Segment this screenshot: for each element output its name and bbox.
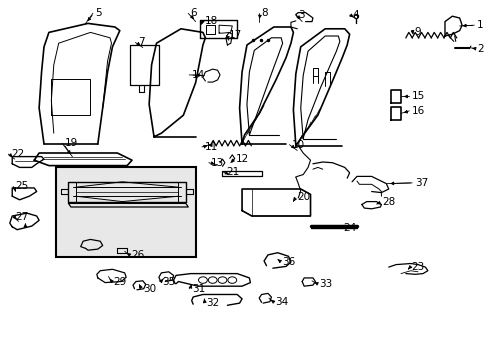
Text: 21: 21	[225, 167, 239, 177]
Text: 16: 16	[411, 106, 424, 116]
Text: 34: 34	[274, 297, 287, 307]
Text: 27: 27	[16, 212, 29, 222]
Text: 12: 12	[235, 154, 248, 164]
Text: 32: 32	[206, 298, 219, 308]
Text: 25: 25	[16, 181, 29, 192]
FancyBboxPatch shape	[56, 167, 195, 257]
Text: 35: 35	[162, 276, 175, 287]
Text: 6: 6	[190, 8, 197, 18]
Text: 24: 24	[343, 222, 356, 233]
Text: 4: 4	[351, 10, 358, 20]
Text: 37: 37	[414, 178, 427, 188]
Text: 8: 8	[261, 8, 268, 18]
Text: 28: 28	[382, 197, 395, 207]
Text: 13: 13	[211, 158, 224, 168]
Text: 29: 29	[113, 276, 126, 287]
Text: 14: 14	[191, 70, 204, 80]
Text: 20: 20	[297, 192, 310, 202]
Text: 22: 22	[11, 149, 24, 159]
Text: 5: 5	[95, 8, 102, 18]
Text: 15: 15	[411, 91, 424, 102]
Text: 18: 18	[204, 16, 217, 26]
Text: 31: 31	[191, 284, 204, 294]
Text: 2: 2	[476, 44, 483, 54]
Text: 3: 3	[298, 10, 305, 20]
Text: 33: 33	[318, 279, 331, 289]
Text: 17: 17	[228, 30, 242, 40]
Text: 10: 10	[291, 140, 305, 150]
Text: 26: 26	[131, 250, 144, 260]
Text: 7: 7	[138, 37, 144, 48]
Text: 19: 19	[64, 138, 78, 148]
Text: 9: 9	[413, 27, 420, 37]
Text: 23: 23	[411, 262, 424, 272]
Text: 36: 36	[282, 257, 295, 267]
Text: 1: 1	[476, 20, 483, 30]
Text: 11: 11	[204, 142, 217, 152]
Text: 30: 30	[142, 284, 156, 294]
